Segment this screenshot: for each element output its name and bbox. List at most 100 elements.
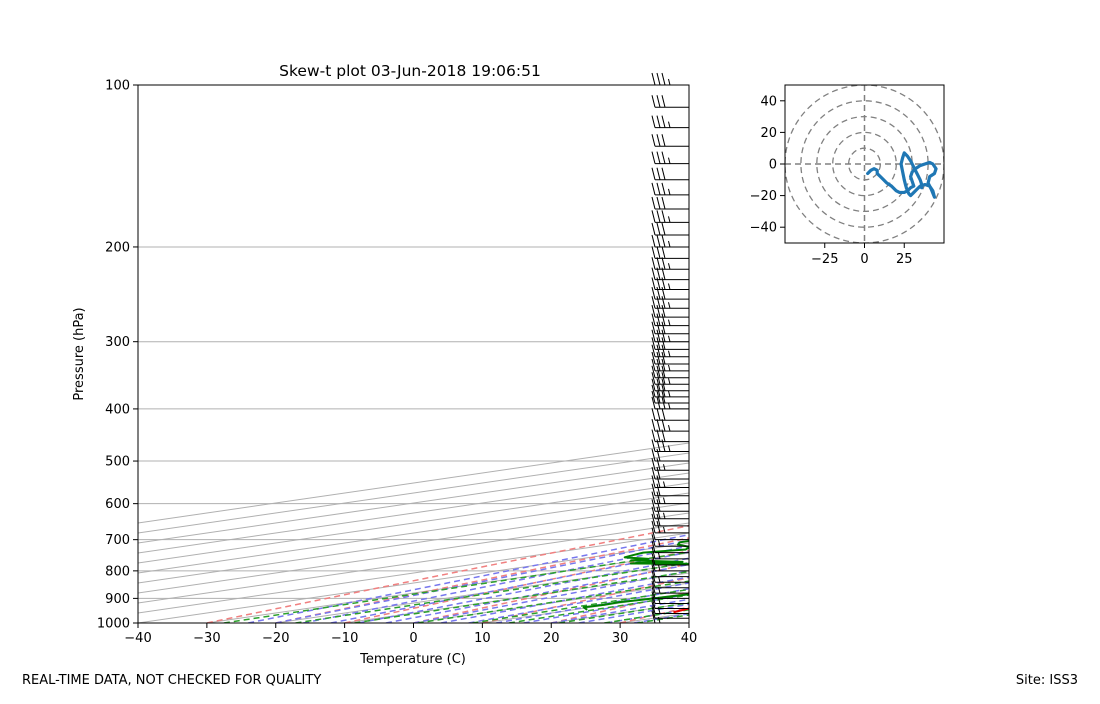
barb-half-flag (669, 351, 671, 357)
barb-flag (662, 235, 665, 247)
barb-flag (652, 134, 655, 146)
moist-adiabat (496, 85, 1100, 623)
barb-half-flag (669, 189, 671, 195)
wind-barb (652, 183, 689, 195)
barb-flag (662, 168, 665, 180)
quality-disclaimer: REAL-TIME DATA, NOT CHECKED FOR QUALITY (22, 673, 321, 688)
x-tick-label: 20 (543, 631, 560, 646)
barb-half-flag (669, 263, 671, 269)
isotherm-line (620, 85, 1100, 623)
barb-flag (657, 223, 660, 235)
dry-adiabat (758, 85, 1100, 623)
y-tick-label: 300 (105, 335, 130, 350)
barb-half-flag (669, 284, 671, 290)
dry-adiabat (689, 85, 1100, 623)
wind-barb (652, 134, 689, 146)
barb-flag (662, 210, 665, 222)
barb-half-flag (669, 446, 671, 452)
hodo-y-tick-label: −40 (750, 221, 777, 236)
moist-adiabat (276, 85, 1100, 623)
hodo-x-tick-label: −25 (811, 252, 838, 267)
wind-barb (652, 235, 689, 247)
hodo-y-tick-label: −20 (750, 189, 777, 204)
barb-half-flag (664, 513, 666, 519)
wind-barb (652, 419, 689, 431)
barb-flag (662, 257, 665, 269)
y-tick-label: 600 (105, 497, 130, 512)
barb-half-flag (669, 158, 671, 164)
barb-flag (657, 168, 660, 180)
barb-flag (652, 257, 655, 269)
dry-adiabat (896, 85, 1100, 623)
barb-flag (657, 116, 660, 128)
barb-flag (662, 183, 665, 195)
barb-flag (652, 197, 655, 209)
x-tick-label: −10 (331, 631, 358, 646)
barb-flag (657, 419, 660, 431)
barb-flag (657, 257, 660, 269)
barb-flag (652, 116, 655, 128)
barb-half-flag (669, 336, 671, 342)
wind-barb (652, 73, 689, 85)
barb-flag (652, 408, 655, 420)
moist-adiabat (331, 85, 1100, 623)
barb-flag (657, 152, 660, 164)
barb-half-flag (669, 241, 671, 247)
wind-barb (652, 257, 689, 269)
dry-adiabat (414, 85, 1100, 623)
moist-adiabat (579, 85, 1100, 623)
x-tick-label: 30 (612, 631, 629, 646)
isotherm-line (69, 85, 1100, 623)
y-tick-label: 500 (105, 455, 130, 470)
barb-flag (662, 408, 665, 420)
moist-adiabat (248, 85, 1100, 623)
barb-flag (652, 223, 655, 235)
wind-barbs (652, 73, 689, 623)
barb-flag (657, 73, 660, 85)
moist-adiabat (414, 85, 1100, 623)
barb-flag (657, 95, 660, 107)
mixing-ratio-line (637, 504, 1100, 623)
x-tick-label: 10 (474, 631, 491, 646)
x-tick-label: 40 (681, 631, 698, 646)
barb-flag (652, 246, 655, 258)
wind-barb (652, 408, 689, 420)
mixing-ratio-line (354, 504, 1100, 623)
barb-flag (657, 235, 660, 247)
barb-flag (652, 419, 655, 431)
barb-half-flag (669, 302, 671, 308)
mixing-ratio-line (472, 504, 1100, 623)
barb-flag (657, 210, 660, 222)
barb-flag (652, 152, 655, 164)
dry-adiabat (965, 85, 1100, 623)
barb-flag (652, 235, 655, 247)
hodograph-content (785, 85, 944, 243)
dry-adiabat (827, 85, 1100, 623)
barb-flag (657, 408, 660, 420)
dry-adiabat (345, 85, 1100, 623)
moist-adiabat (358, 85, 1100, 623)
y-tick-label: 1000 (97, 617, 130, 632)
x-tick-label: −30 (193, 631, 220, 646)
hodo-y-tick-label: 40 (760, 94, 777, 109)
x-tick-label: −40 (124, 631, 151, 646)
isotherm-line (482, 85, 1100, 623)
dry-adiabat (620, 85, 1100, 623)
barb-flag (662, 116, 665, 128)
barb-half-flag (669, 365, 671, 371)
dry-adiabat (551, 85, 1100, 623)
y-tick-label: 700 (105, 533, 130, 548)
barb-half-flag (669, 391, 671, 397)
x-tick-label: 0 (409, 631, 417, 646)
barb-half-flag (664, 527, 666, 533)
wind-barb (652, 197, 689, 209)
wind-barb (652, 521, 689, 533)
y-tick-label: 100 (105, 79, 130, 94)
barb-half-flag (669, 79, 671, 85)
